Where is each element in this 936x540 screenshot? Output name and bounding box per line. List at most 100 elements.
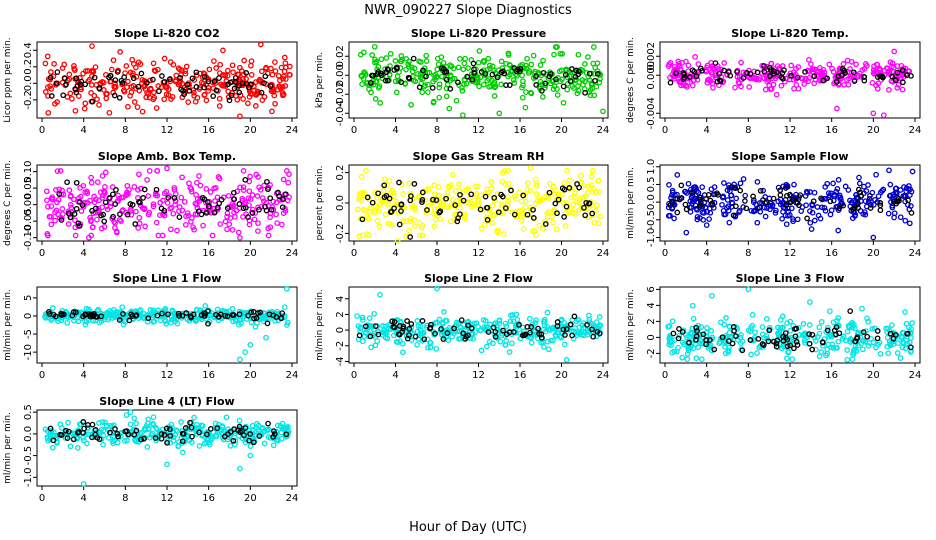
data-point — [269, 108, 275, 115]
data-point — [359, 314, 366, 321]
flagged-point — [96, 85, 103, 91]
flagged-point — [114, 69, 121, 75]
flagged-point — [283, 431, 290, 438]
data-point — [424, 324, 430, 331]
flagged-point — [130, 75, 137, 82]
data-point — [897, 355, 904, 361]
outlier-point — [844, 356, 851, 363]
data-point — [433, 345, 440, 352]
data-point — [835, 194, 842, 200]
data-point — [721, 180, 727, 186]
flagged-point — [245, 84, 252, 91]
data-point — [127, 421, 134, 428]
flagged-point — [889, 73, 895, 80]
data-point — [65, 208, 72, 215]
data-point — [425, 81, 431, 88]
data-point — [162, 318, 169, 325]
data-point — [756, 75, 763, 81]
flagged-point — [563, 203, 570, 210]
data-point — [488, 83, 494, 89]
data-point — [157, 317, 164, 324]
x-tick-label: 16 — [825, 248, 838, 259]
data-point — [141, 206, 148, 213]
x-tick-label: 12 — [784, 370, 797, 381]
flagged-point — [761, 63, 767, 69]
data-point — [897, 214, 904, 221]
flagged-point — [205, 78, 212, 85]
outlier-point — [834, 105, 840, 112]
data-point — [536, 222, 543, 229]
data-point — [708, 328, 714, 334]
flagged-point — [703, 341, 709, 348]
data-point — [232, 213, 238, 220]
data-point — [698, 324, 705, 330]
data-point — [497, 338, 504, 345]
x-tick-label: 0 — [662, 248, 668, 259]
flagged-point — [248, 309, 255, 316]
data-point — [885, 210, 892, 217]
flagged-point — [468, 325, 475, 332]
data-point — [87, 197, 93, 204]
data-point — [91, 193, 97, 200]
flagged-point — [410, 55, 417, 62]
flagged-point — [560, 326, 567, 333]
data-point — [417, 330, 424, 337]
flagged-point — [60, 92, 67, 99]
data-point — [676, 61, 682, 67]
data-point — [193, 192, 199, 198]
data-point — [767, 326, 773, 333]
panel-title: Slope Sample Flow — [731, 150, 848, 163]
flagged-point — [236, 89, 243, 96]
data-point — [358, 174, 365, 180]
data-point — [395, 78, 402, 85]
data-point — [191, 92, 197, 99]
data-point — [48, 69, 54, 75]
flagged-point — [594, 328, 601, 335]
flagged-point — [552, 200, 559, 207]
data-point — [108, 66, 115, 73]
data-point — [241, 57, 248, 64]
flagged-point — [562, 332, 568, 338]
flagged-point — [256, 433, 263, 439]
data-point — [267, 182, 273, 188]
flagged-point — [747, 70, 754, 77]
data-point — [127, 69, 134, 76]
data-point — [901, 184, 907, 190]
data-point — [503, 60, 509, 67]
flagged-point — [867, 205, 874, 211]
data-point — [415, 323, 422, 329]
y-tick-label: 0.10 — [23, 160, 34, 182]
data-point — [754, 219, 761, 226]
flagged-point — [554, 323, 561, 329]
x-tick-label: 8 — [745, 370, 751, 381]
flagged-point — [681, 71, 687, 78]
data-point — [270, 198, 277, 205]
data-point — [561, 341, 568, 348]
data-point — [510, 318, 517, 325]
flagged-point — [226, 97, 233, 104]
data-point — [250, 435, 257, 442]
flagged-point — [783, 202, 789, 208]
data-point — [545, 346, 552, 353]
data-point — [270, 442, 277, 449]
data-point — [59, 206, 66, 212]
y-tick-label: 4 — [335, 296, 346, 302]
outlier-point — [506, 349, 513, 355]
data-point — [489, 63, 496, 70]
flagged-point — [386, 195, 393, 202]
data-point — [795, 64, 802, 70]
flagged-point — [210, 93, 217, 99]
flagged-point — [502, 205, 509, 211]
data-point — [519, 207, 525, 214]
data-point — [420, 330, 427, 336]
x-tick-label: 16 — [202, 370, 215, 381]
data-point — [544, 309, 551, 316]
x-tick-label: 4 — [392, 370, 398, 381]
data-point — [280, 176, 287, 183]
flagged-points — [46, 308, 286, 327]
data-point — [482, 318, 489, 324]
flagged-point — [204, 431, 210, 438]
flagged-point — [760, 342, 767, 348]
y-tick-label: 0 — [23, 313, 34, 319]
flagged-point — [857, 189, 864, 196]
